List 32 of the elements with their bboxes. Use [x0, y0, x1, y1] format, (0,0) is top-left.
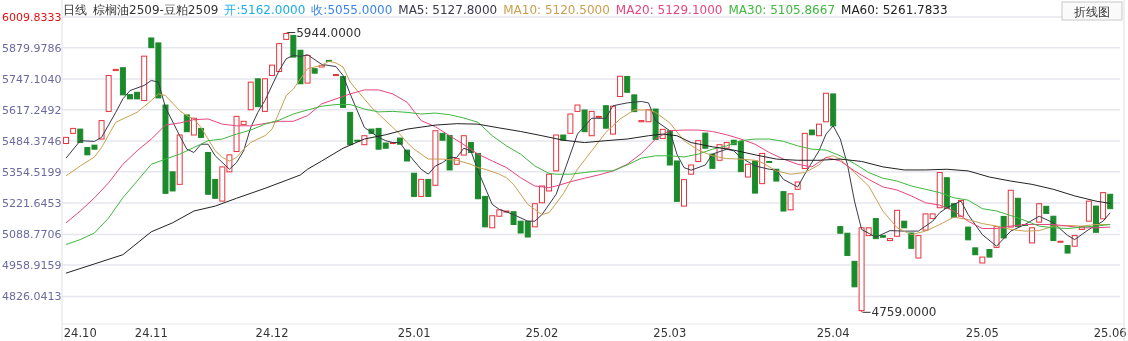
x-tick-label: 25.01	[397, 326, 431, 340]
text: MA20: 5129.1000	[615, 3, 723, 17]
annotation: 4759.0000	[871, 305, 937, 320]
y-tick-label: 5747.1040	[2, 73, 62, 87]
x-tick-label: 24.10	[63, 326, 97, 340]
text: 开:5162.0000	[224, 3, 306, 17]
text: MA30: 5105.8667	[728, 3, 836, 17]
x-tick-label: 24.12	[255, 326, 289, 340]
text: 收:5055.0000	[311, 3, 393, 17]
x-tick-label: 25.04	[816, 326, 850, 340]
x-tick-label: 25.02	[525, 326, 559, 340]
y-tick-label: 5221.6453	[2, 197, 62, 211]
y-tick-label: 6009.8333	[2, 11, 62, 24]
annotation: 折线图	[1074, 4, 1110, 19]
text: MA5: 5127.8000	[398, 3, 498, 17]
annotation: 5944.0000	[296, 25, 362, 40]
y-tick-label: 5354.5199	[2, 165, 62, 179]
x-tick-label: 25.03	[653, 326, 687, 340]
chart-subtitle: 棕榈油2509-豆粕2509	[93, 3, 219, 17]
y-tick-label: 5088.7706	[2, 228, 62, 242]
text: MA60: 5261.7833	[841, 3, 948, 17]
y-tick-label: 4826.0413	[2, 290, 62, 304]
text: MA10: 5120.5000	[503, 3, 610, 17]
y-tick-label: 5484.3746	[2, 135, 62, 149]
x-tick-label: 25.06	[1093, 326, 1127, 340]
y-tick-label: 4958.9159	[2, 259, 62, 273]
chart-title: 日线	[63, 3, 87, 17]
x-tick-label: 24.11	[134, 326, 168, 340]
y-tick-label: 5879.9786	[2, 41, 62, 55]
y-tick-label: 5617.2492	[2, 103, 62, 117]
button: 折线图	[1061, 1, 1123, 21]
x-tick-label: 25.05	[965, 326, 999, 340]
